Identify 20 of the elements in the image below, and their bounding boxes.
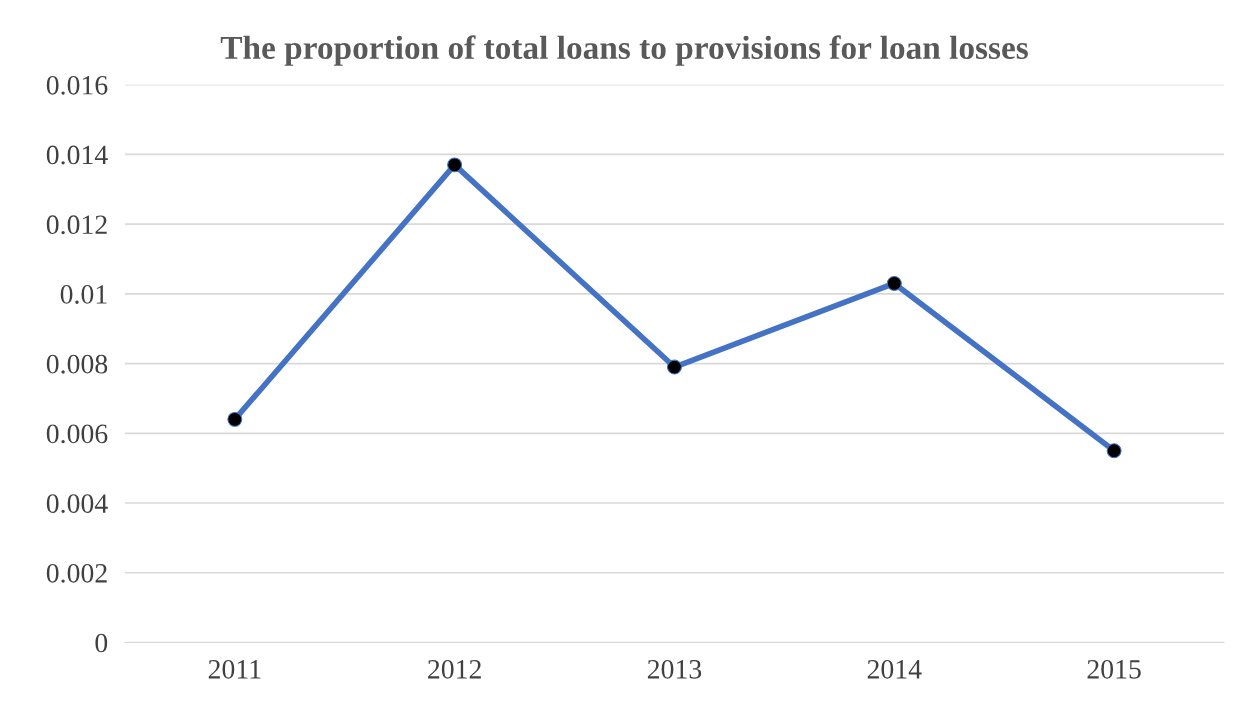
- x-tick-label: 2014: [867, 659, 922, 679]
- y-tick-label: 0.012: [46, 215, 107, 235]
- x-tick-label: 2011: [208, 659, 261, 679]
- y-tick-label: 0.016: [46, 75, 108, 95]
- point: [447, 157, 463, 173]
- y-tick-label: 0.006: [46, 424, 108, 444]
- y-tick-label: 0.014: [46, 145, 108, 165]
- point: [667, 359, 682, 375]
- x-tick-label: 2012: [428, 659, 481, 679]
- point: [227, 411, 243, 427]
- y-tick-label: 0.008: [46, 354, 108, 374]
- y-tick-label: 0.002: [46, 563, 107, 583]
- x-tick-label: 2013: [647, 659, 702, 679]
- y-tick-label: 0.01: [60, 285, 107, 304]
- point: [1106, 443, 1122, 459]
- y-tick-label: 0: [95, 633, 108, 653]
- chart-title: The proportion of total loans to provisions for loan losses: [220, 35, 1028, 66]
- y-tick-label: 0.004: [46, 494, 108, 514]
- x-tick-label: 2015: [1087, 659, 1141, 679]
- point: [886, 275, 902, 291]
